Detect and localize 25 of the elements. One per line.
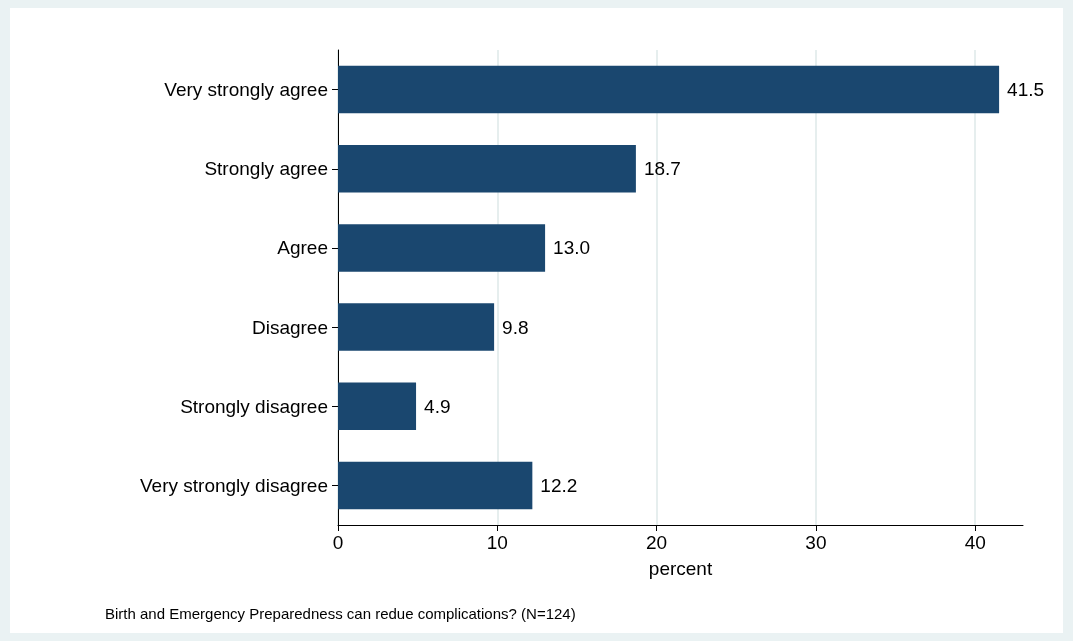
- y-tick-label: Very strongly disagree: [140, 474, 328, 496]
- data-label: 41.5: [1007, 79, 1045, 101]
- data-label: 12.2: [540, 474, 578, 496]
- data-label: 13.0: [553, 237, 591, 259]
- x-tick-label: 30: [805, 532, 827, 553]
- y-tick-label: Very strongly agree: [164, 79, 328, 101]
- text: Birth and Emergency Preparedness can redue complications? (N=124): [105, 605, 576, 622]
- y-tick-label: Agree: [277, 237, 328, 259]
- x-tick-label: 40: [964, 532, 986, 553]
- bar: [338, 303, 495, 351]
- bar: [338, 145, 636, 193]
- bar: [338, 382, 417, 430]
- data-label: 4.9: [424, 395, 451, 417]
- data-label: 9.8: [502, 316, 529, 338]
- bar: [338, 461, 533, 510]
- bar: [338, 224, 546, 272]
- bar: [338, 65, 1000, 114]
- x-axis-title: percent: [648, 558, 713, 579]
- data-label: 18.7: [643, 158, 681, 180]
- x-tick-label: 0: [332, 532, 344, 553]
- x-tick-label: 10: [486, 532, 508, 553]
- x-tick-label: 20: [646, 532, 668, 553]
- y-tick-label: Disagree: [251, 316, 328, 338]
- y-tick-label: Strongly agree: [204, 158, 328, 180]
- y-tick-label: Strongly disagree: [180, 395, 328, 417]
